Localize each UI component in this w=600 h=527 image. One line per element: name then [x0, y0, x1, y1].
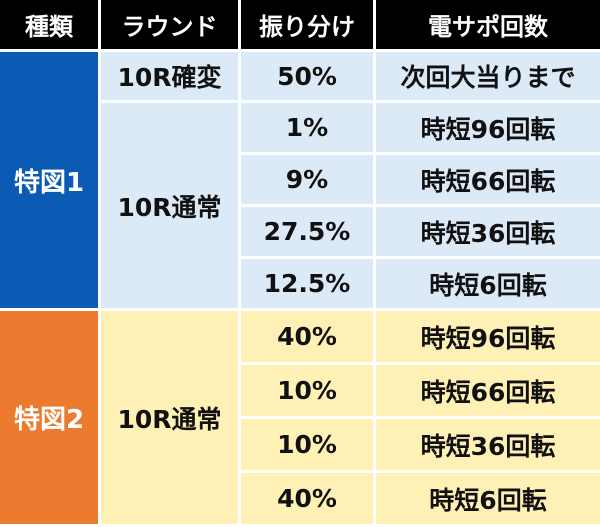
table-row: 特図1 10R確変 50% 次回大当りまで	[0, 52, 600, 311]
header-support-count: 電サポ回数	[376, 0, 600, 52]
round-cell: 10R通常	[101, 311, 241, 527]
support-cell: 時短36回転	[376, 207, 600, 259]
table-row: 27.5% 時短36回転	[0, 207, 600, 259]
table-row: 9% 時短66回転	[0, 155, 600, 207]
type-cell-1: 特図1	[0, 52, 101, 311]
round-cell: 10R通常	[101, 103, 241, 311]
percent-cell: 40%	[241, 473, 376, 527]
support-cell: 時短6回転	[376, 259, 600, 311]
support-cell: 時短66回転	[376, 155, 600, 207]
support-cell: 時短6回転	[376, 473, 600, 527]
percent-cell: 1%	[241, 103, 376, 155]
table-row: 12.5% 時短6回転	[0, 259, 600, 311]
table-row: 10R通常 1% 時短96回転	[0, 103, 600, 311]
round-cell: 10R確変	[101, 52, 241, 103]
percent-cell: 50%	[241, 52, 376, 103]
percent-cell: 40%	[241, 311, 376, 365]
support-cell: 次回大当りまで	[376, 52, 600, 103]
support-cell: 時短66回転	[376, 365, 600, 419]
percent-cell: 27.5%	[241, 207, 376, 259]
header-allocation: 振り分け	[241, 0, 376, 52]
percent-cell: 12.5%	[241, 259, 376, 311]
table-row: 10% 時短66回転	[0, 365, 600, 419]
table-row: 特図2 10R通常 40% 時短96回転	[0, 311, 600, 527]
percent-cell: 10%	[241, 365, 376, 419]
support-cell: 時短96回転	[376, 103, 600, 155]
header-row: 種類 ラウンド 振り分け 電サポ回数	[0, 0, 600, 52]
percent-cell: 10%	[241, 419, 376, 473]
table-row: 10% 時短36回転	[0, 419, 600, 473]
type-cell-2: 特図2	[0, 311, 101, 527]
header-round: ラウンド	[101, 0, 241, 52]
percent-cell: 9%	[241, 155, 376, 207]
support-cell: 時短96回転	[376, 311, 600, 365]
header-type: 種類	[0, 0, 101, 52]
support-cell: 時短36回転	[376, 419, 600, 473]
